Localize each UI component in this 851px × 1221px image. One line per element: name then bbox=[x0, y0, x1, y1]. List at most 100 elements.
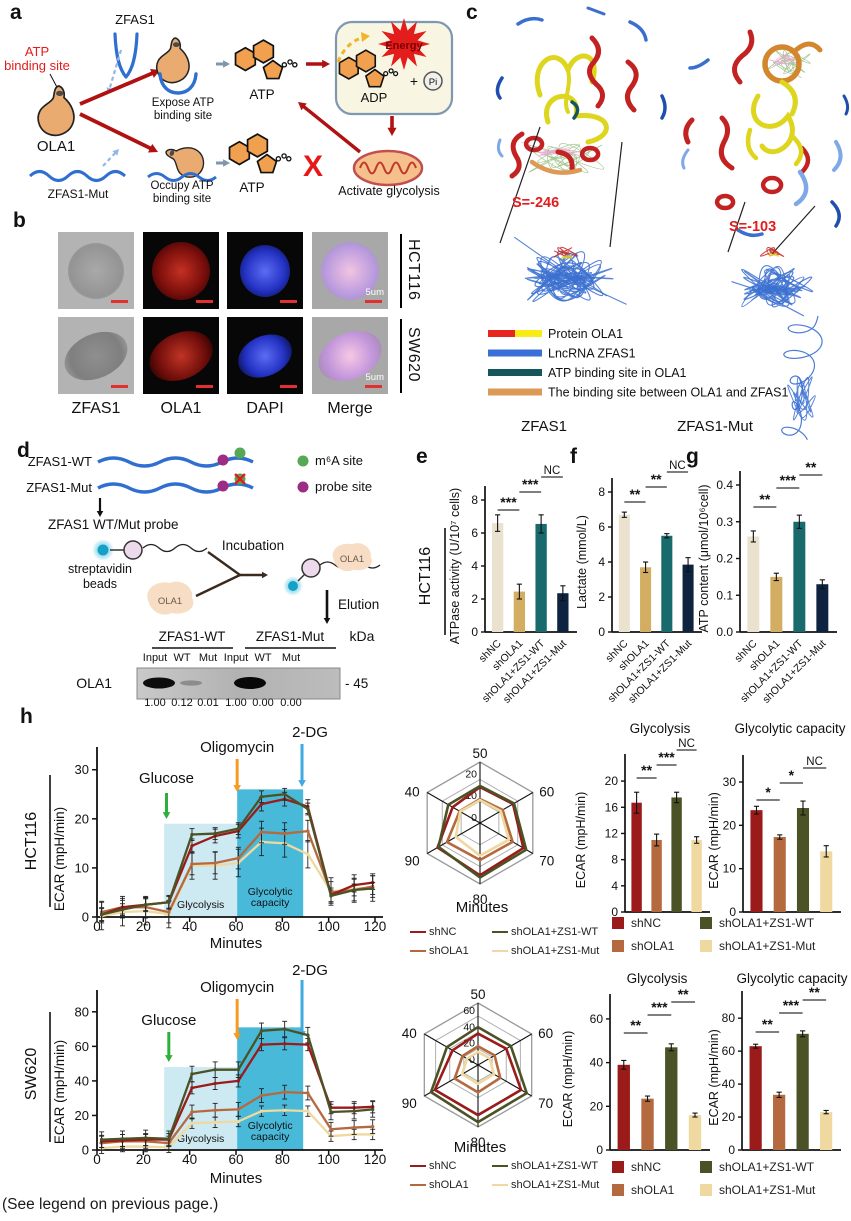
svg-text:**: ** bbox=[805, 459, 816, 475]
blot-marker-45: - 45 bbox=[345, 676, 368, 691]
zfas1-label: ZFAS1 bbox=[115, 12, 155, 27]
svg-text:***: *** bbox=[522, 476, 539, 492]
scale-bar bbox=[196, 385, 213, 388]
svg-text:80: 80 bbox=[722, 1011, 736, 1025]
kda-label: kDa bbox=[350, 628, 375, 644]
scale-bar bbox=[280, 300, 297, 303]
zfas1-mut-label: ZFAS1-Mut bbox=[26, 480, 92, 495]
svg-text:0.4: 0.4 bbox=[716, 478, 733, 492]
svg-text:20: 20 bbox=[465, 768, 477, 780]
svg-text:0.2: 0.2 bbox=[716, 552, 733, 566]
chart-h_radar_sw620: 0 20 40 60 50 60 70 80 90 40 Minutes bbox=[402, 987, 553, 1156]
svg-text:20: 20 bbox=[75, 811, 89, 826]
svg-text:ECAR (mpH/min): ECAR (mpH/min) bbox=[574, 792, 588, 889]
line-legend-item: shNC bbox=[410, 1160, 492, 1172]
plus-sign: + bbox=[410, 73, 418, 89]
svg-text:60: 60 bbox=[228, 1152, 243, 1167]
svg-text:HCT116: HCT116 bbox=[23, 812, 40, 870]
svg-text:**: ** bbox=[651, 471, 662, 487]
svg-text:NC: NC bbox=[678, 738, 695, 750]
svg-text:SW620: SW620 bbox=[23, 1048, 40, 1101]
svg-text:1.00: 1.00 bbox=[144, 697, 165, 709]
svg-text:60: 60 bbox=[590, 1012, 604, 1026]
svg-text:Mut: Mut bbox=[282, 652, 300, 664]
ola1-blob-label: OLA1 bbox=[158, 596, 182, 607]
column-label-merge: Merge bbox=[327, 400, 373, 417]
svg-text:*: * bbox=[765, 784, 771, 800]
swatch-legend-item: shOLA1+ZS1-WT bbox=[700, 916, 840, 930]
svg-text:30: 30 bbox=[75, 762, 89, 777]
svg-text:20: 20 bbox=[590, 1099, 604, 1113]
svg-text:100: 100 bbox=[317, 919, 340, 934]
svg-text:4: 4 bbox=[471, 559, 478, 573]
svg-text:Glycolysis: Glycolysis bbox=[630, 721, 691, 736]
occupy-line1: Occupy ATP bbox=[150, 180, 213, 192]
svg-text:8: 8 bbox=[598, 485, 605, 499]
svg-text:30: 30 bbox=[723, 775, 737, 789]
svg-text:0: 0 bbox=[93, 919, 101, 934]
svg-text:0: 0 bbox=[728, 1143, 735, 1157]
svg-text:**: ** bbox=[629, 486, 640, 502]
micrograph-hct116-ola1 bbox=[143, 232, 219, 309]
ecar-line-legend-hct116: shNC shOLA1+ZS1-WT shOLA1 shOLA1+ZS1-Mut bbox=[410, 926, 632, 957]
swatch-legend-item: shOLA1 bbox=[612, 1183, 700, 1197]
atp-binding-site-line1: ATP bbox=[25, 44, 49, 59]
swatch-legend-item: shOLA1 bbox=[612, 939, 700, 953]
svg-text:ATP content (μmol/10⁶cell): ATP content (μmol/10⁶cell) bbox=[697, 484, 711, 632]
svg-text:6: 6 bbox=[471, 526, 478, 540]
scale-bar bbox=[365, 385, 382, 388]
svg-text:***: *** bbox=[658, 749, 675, 765]
column-label-ola1: OLA1 bbox=[160, 400, 202, 417]
svg-text:**: ** bbox=[641, 762, 652, 778]
docking-score-zfas1: S=-246 bbox=[512, 195, 559, 211]
svg-text:20: 20 bbox=[722, 1110, 736, 1124]
svg-text:80: 80 bbox=[275, 1152, 290, 1167]
svg-text:20: 20 bbox=[75, 1108, 89, 1123]
line-legend-item: shNC bbox=[410, 926, 492, 938]
ola1-blob-label: OLA1 bbox=[340, 554, 364, 565]
cell-image bbox=[143, 321, 219, 390]
svg-text:10: 10 bbox=[465, 790, 477, 802]
svg-text:2: 2 bbox=[471, 592, 478, 606]
panel-e-label: e bbox=[416, 445, 428, 468]
blot-protein-label: OLA1 bbox=[76, 675, 112, 691]
svg-text:120: 120 bbox=[364, 1152, 387, 1167]
svg-text:16: 16 bbox=[605, 800, 619, 814]
scale-label: 5um bbox=[365, 372, 384, 383]
line-legend-item: shOLA1+ZS1-Mut bbox=[492, 945, 632, 957]
svg-text:2-DG: 2-DG bbox=[292, 724, 328, 741]
svg-text:8: 8 bbox=[611, 853, 618, 867]
scale-bar bbox=[365, 300, 382, 303]
svg-text:20: 20 bbox=[723, 818, 737, 832]
svg-text:0.00: 0.00 bbox=[280, 697, 301, 709]
svg-text:0: 0 bbox=[469, 1054, 475, 1066]
row-label-hct116: HCT116 bbox=[405, 239, 422, 301]
svg-text:0: 0 bbox=[611, 905, 618, 919]
svg-text:0: 0 bbox=[596, 1143, 603, 1157]
cell-image bbox=[152, 241, 210, 300]
line-legend-item: shOLA1 bbox=[410, 1179, 492, 1191]
svg-text:12: 12 bbox=[605, 826, 619, 840]
svg-text:0.01: 0.01 bbox=[197, 697, 218, 709]
svg-text:50: 50 bbox=[470, 987, 485, 1002]
bar-legend-hct116: shNC shOLA1+ZS1-WT shOLA1 shOLA1+ZS1-Mut bbox=[612, 916, 840, 953]
svg-text:WT: WT bbox=[173, 652, 190, 664]
row-bracket-hct116 bbox=[400, 234, 402, 308]
svg-text:40: 40 bbox=[402, 1026, 417, 1041]
svg-text:**: ** bbox=[678, 986, 689, 1002]
row-bracket-sw620 bbox=[400, 319, 402, 393]
svg-text:20: 20 bbox=[605, 774, 619, 788]
svg-text:40: 40 bbox=[182, 1152, 197, 1167]
svg-text:40: 40 bbox=[463, 1021, 475, 1033]
svg-text:ECAR (mpH/min): ECAR (mpH/min) bbox=[52, 807, 67, 911]
panel-f-label: f bbox=[570, 445, 577, 468]
svg-text:***: *** bbox=[651, 999, 668, 1015]
cell-image bbox=[240, 244, 290, 297]
cell-image bbox=[321, 241, 379, 300]
activate-glycolysis-label: Activate glycolysis bbox=[338, 184, 439, 198]
panel-d-drawing: Input WT Mut Input WT Mut 1.00 0.12 0.01 1.00 0.00… bbox=[92, 447, 381, 709]
x-mark: X bbox=[303, 150, 323, 183]
